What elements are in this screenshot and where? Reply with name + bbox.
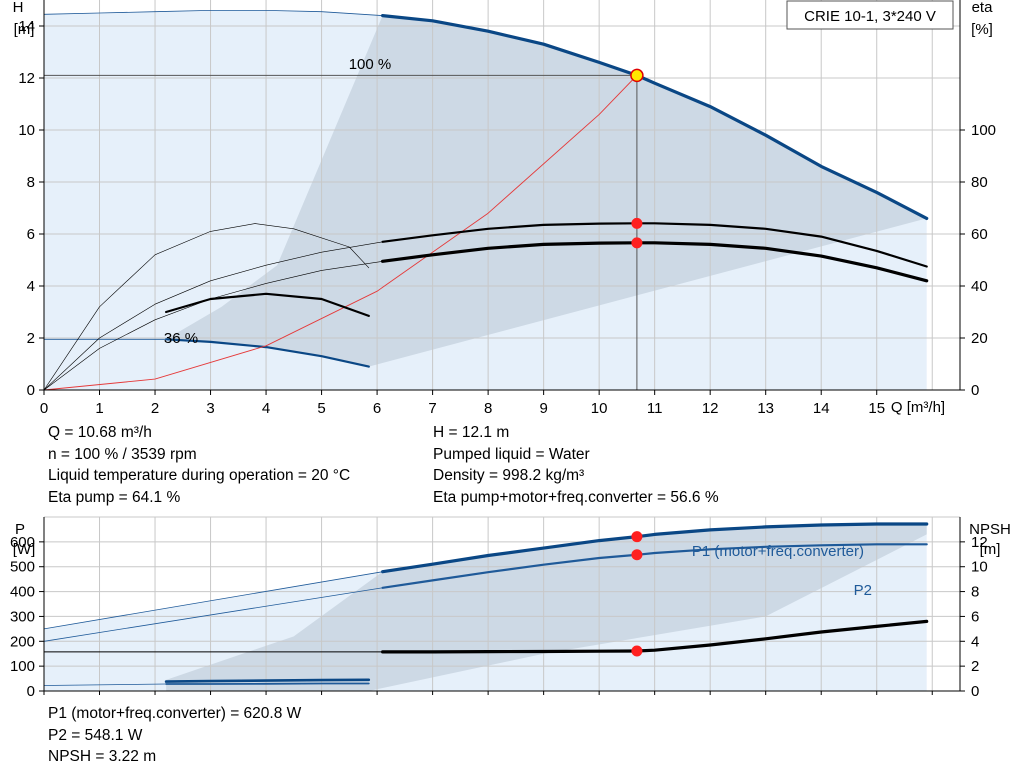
x-tick-label: 9 (539, 400, 547, 417)
x-tick-label: 7 (428, 400, 436, 417)
x-tick-label: 11 (647, 400, 663, 417)
curve-eta-pump-100 (381, 222, 928, 268)
eta-tick-label: 100 (971, 122, 996, 139)
head-tick-label: 2 (27, 330, 35, 347)
eta-tick-label: 40 (971, 278, 988, 295)
p2-curve-label: P2 (854, 582, 872, 599)
curve-p2-36 (165, 682, 370, 685)
x-tick-label: 8 (484, 400, 492, 417)
power-tick-label: 300 (10, 608, 35, 625)
npsh-tick-label: 0 (971, 683, 979, 700)
eta-tick-label: 60 (971, 226, 988, 243)
eta-tick-label: 20 (971, 330, 988, 347)
eta-tick-label: 0 (971, 382, 979, 399)
power-axis-unit: [W] (13, 541, 36, 558)
x-tick-label: 10 (591, 400, 608, 417)
head-tick-label: 4 (27, 278, 35, 295)
info-npsh: NPSH = 3.22 m (48, 748, 157, 765)
head-tick-label: 12 (18, 70, 35, 87)
p1-duty-point (631, 531, 643, 543)
info-head: H = 12.1 m (433, 424, 510, 441)
info-p2: P2 = 548.1 W (48, 726, 143, 744)
curve-p-36-ext (43, 683, 167, 686)
eta-axis-unit: [%] (971, 21, 993, 38)
power-tick-label: 200 (10, 633, 35, 650)
head-axis-unit: [m] (14, 21, 35, 38)
info-speed: n = 100 % / 3539 rpm (48, 445, 197, 463)
npsh-tick-label: 12 (971, 534, 988, 551)
curve-head-36 (165, 338, 370, 368)
curve-p1-ext (43, 571, 383, 630)
power-tick-label: 600 (10, 534, 35, 551)
x-tick-label: 12 (702, 400, 719, 417)
head-tick-label: 10 (18, 122, 35, 139)
recommended-operating-region (166, 15, 927, 367)
head-tick-label: 6 (27, 226, 35, 243)
eta-pump-duty-point (631, 217, 643, 229)
eta-axis-label: eta (972, 0, 994, 16)
duty-info-right: H = 12.1 m Pumped liquid = Water Density… (433, 422, 719, 508)
x-tick-label: 3 (206, 400, 214, 417)
info-temperature: Liquid temperature during operation = 20… (48, 467, 351, 484)
npsh-duty-point (631, 645, 643, 657)
curve-p2-ext (43, 587, 383, 642)
npsh-tick-label: 6 (971, 608, 979, 625)
info-p1: P1 (motor+freq.converter) = 620.8 W (48, 705, 302, 722)
power-recommended-region (166, 524, 927, 691)
curve-system-curve (43, 74, 638, 391)
x-tick-label: 5 (317, 400, 325, 417)
x-tick-label: 2 (151, 400, 159, 417)
x-tick-label: 15 (868, 400, 885, 417)
x-tick-label: 1 (95, 400, 103, 417)
info-density: Density = 998.2 kg/m³ (433, 467, 585, 484)
x-tick-label: 0 (40, 400, 48, 417)
head-tick-label: 8 (27, 174, 35, 191)
flow-axis-label: Q [m³/h] (891, 399, 945, 416)
power-tick-label: 500 (10, 559, 35, 576)
pump-model-box (786, 0, 954, 30)
curve-p1-36 (164, 678, 371, 683)
curve-eta-total-100 (381, 241, 929, 283)
curve-head-max-ext (43, 10, 383, 16)
head-duty-point (630, 68, 644, 83)
speed-100-label: 100 % (349, 56, 392, 73)
head-tick-label: 14 (18, 18, 35, 35)
power-info: P1 (motor+freq.converter) = 620.8 W P2 =… (48, 703, 301, 768)
curve-eta-36 (165, 292, 370, 317)
npsh-tick-label: 8 (971, 584, 979, 601)
eta-tick-label: 80 (971, 174, 988, 191)
speed-36-label: 36 % (164, 330, 198, 347)
curve-eta-36-ext (43, 223, 370, 391)
npsh-axis-label: NPSH (969, 521, 1011, 538)
info-flow: Q = 10.68 m³/h (48, 424, 152, 441)
p2-duty-point (631, 549, 643, 561)
power-tick-label: 0 (27, 683, 35, 700)
curve-head-100 (381, 14, 929, 220)
curve-eta-pump-ext (43, 241, 383, 391)
x-tick-label: 14 (813, 400, 830, 417)
power-axis-label: P (15, 521, 25, 538)
x-tick-label: 4 (262, 400, 270, 417)
npsh-tick-label: 4 (971, 633, 979, 650)
p1-curve-label: P1 (motor+freq.converter) (692, 543, 864, 560)
head-axis-label: H (13, 0, 24, 16)
duty-info-left: Q = 10.68 m³/h n = 100 % / 3539 rpm Liqu… (48, 422, 350, 508)
pump-model-title: CRIE 10-1, 3*240 V (804, 8, 936, 25)
curve-p2-100 (381, 543, 928, 589)
npsh-axis-unit: [m] (980, 541, 1001, 558)
curve-npsh-100 (381, 619, 929, 654)
x-tick-label: 13 (757, 400, 774, 417)
x-tick-label: 6 (373, 400, 381, 417)
info-eta-total: Eta pump+motor+freq.converter = 56.6 % (433, 488, 719, 506)
npsh-tick-label: 10 (971, 559, 988, 576)
info-liquid: Pumped liquid = Water (433, 445, 590, 463)
head-tick-label: 0 (27, 382, 35, 399)
info-eta-pump: Eta pump = 64.1 % (48, 488, 181, 506)
curve-p1-100 (381, 522, 929, 574)
eta-total-duty-point (631, 237, 643, 249)
power-tick-label: 400 (10, 584, 35, 601)
npsh-tick-label: 2 (971, 658, 979, 675)
power-tick-label: 100 (10, 658, 35, 675)
